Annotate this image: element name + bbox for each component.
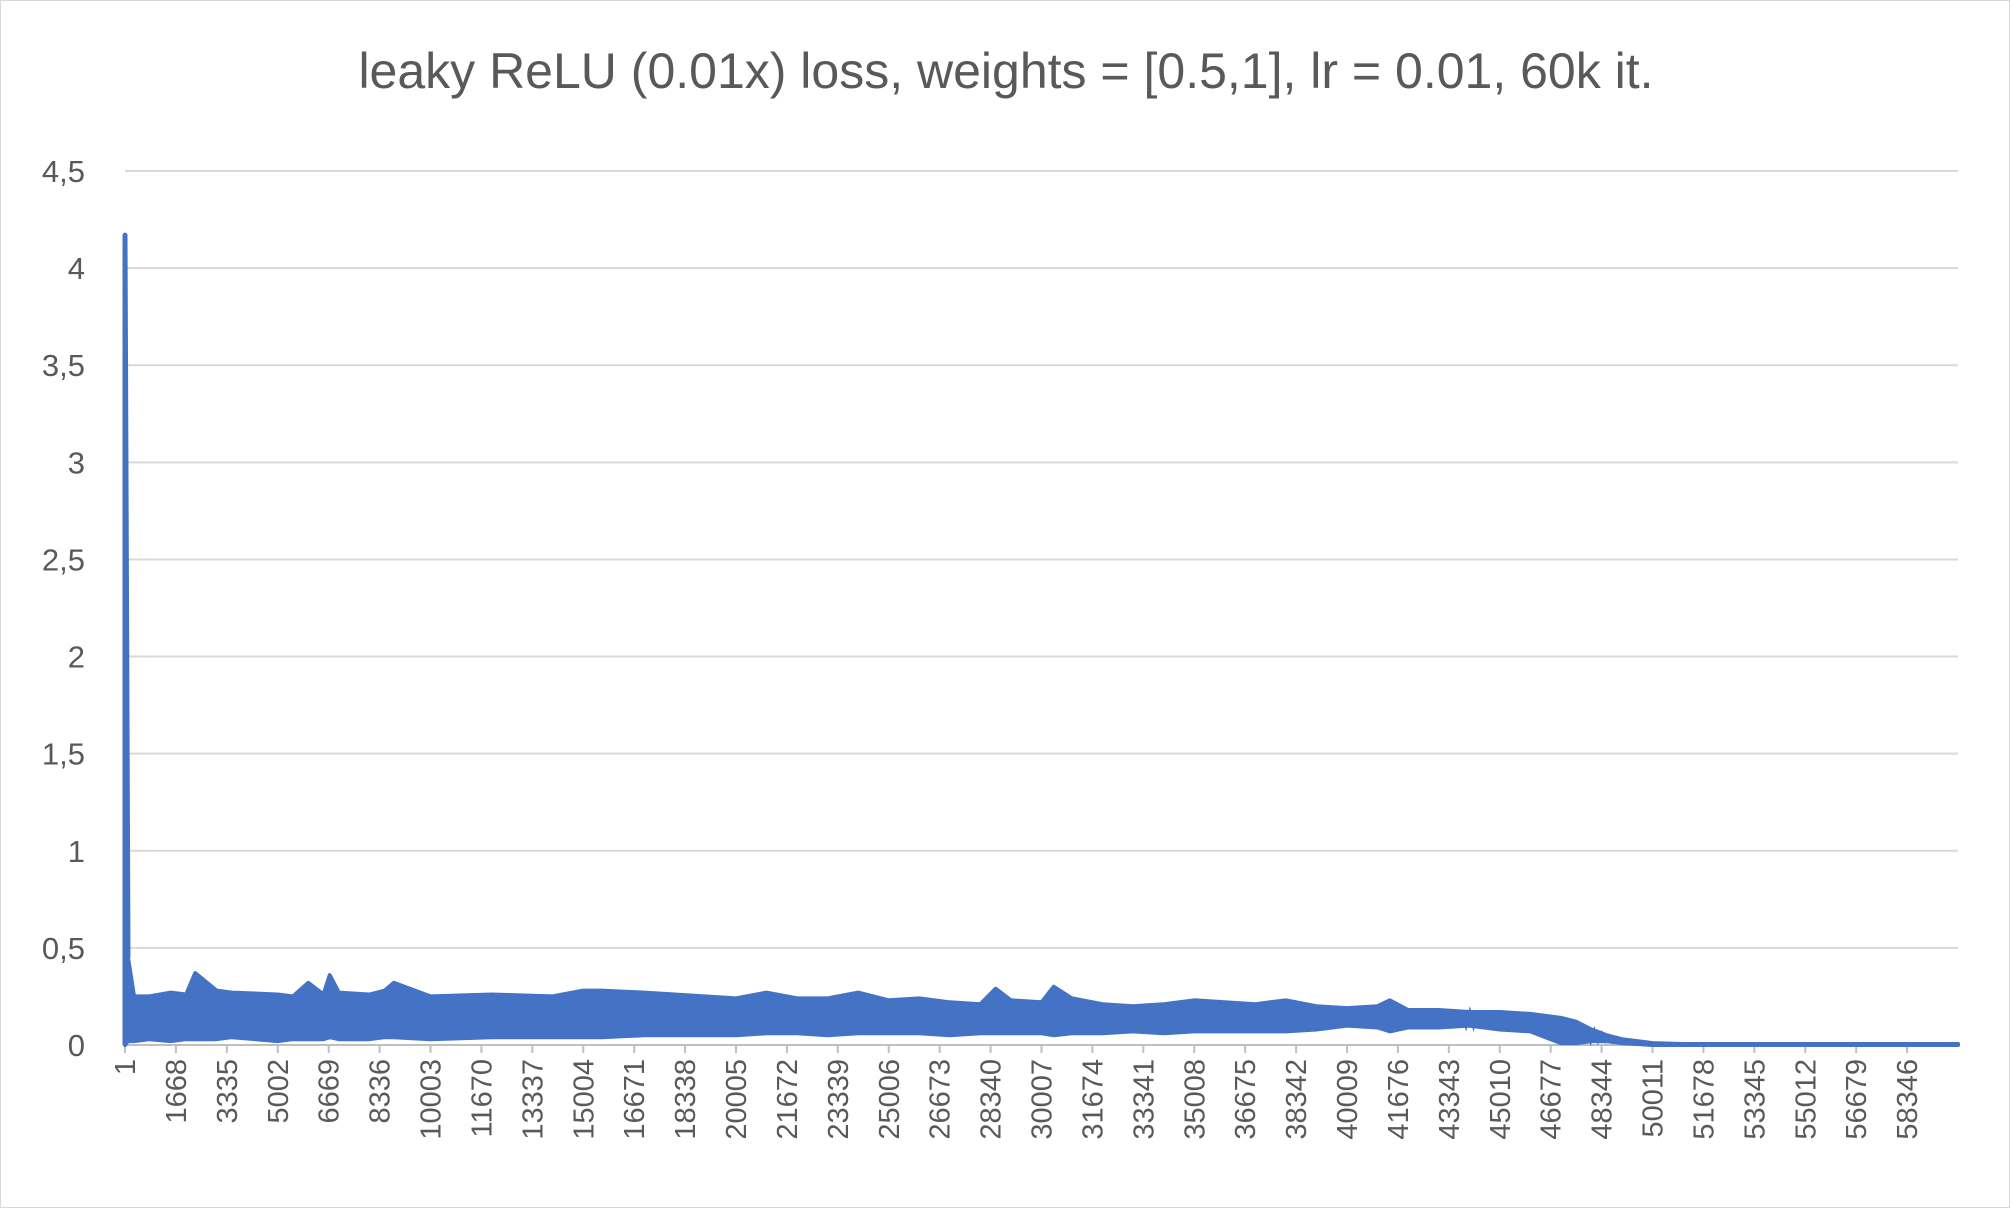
x-tick-label: 16671 [619, 1059, 651, 1140]
x-tick-label: 18338 [670, 1059, 702, 1140]
x-tick-label: 30007 [1027, 1059, 1059, 1140]
x-tick-label: 35008 [1179, 1059, 1211, 1140]
x-tick-label: 55012 [1790, 1059, 1822, 1140]
x-tick-label: 6669 [314, 1059, 346, 1124]
x-tick-label: 10003 [416, 1059, 448, 1140]
x-tick-label: 36675 [1230, 1059, 1262, 1140]
x-tick-label: 1668 [161, 1059, 193, 1124]
x-tick-label: 31674 [1077, 1059, 1109, 1140]
x-tick-label: 45010 [1485, 1059, 1517, 1140]
x-tick-label: 15004 [568, 1059, 600, 1140]
x-tick-label: 38342 [1281, 1059, 1313, 1140]
loss-line [126, 957, 1958, 1047]
x-tick-label: 28340 [976, 1059, 1008, 1140]
x-tick-label: 50011 [1638, 1059, 1670, 1138]
y-tick-label: 3 [68, 445, 85, 480]
x-tick-label: 5002 [263, 1059, 295, 1124]
x-tick-label: 58346 [1892, 1059, 1924, 1140]
x-tick-label: 25006 [874, 1059, 906, 1140]
x-tick-label: 46677 [1536, 1059, 1568, 1140]
y-tick-label: 1,5 [42, 737, 85, 772]
y-tick-label: 2 [68, 640, 85, 675]
y-tick-label: 0,5 [42, 931, 85, 966]
x-tick-label: 3335 [212, 1059, 244, 1124]
x-tick-label: 33341 [1128, 1059, 1160, 1140]
y-tick-label: 4,5 [42, 154, 85, 189]
y-tick-label: 2,5 [42, 542, 85, 577]
x-tick-label: 43343 [1434, 1059, 1466, 1140]
x-tick-label: 53345 [1739, 1059, 1771, 1140]
loss-spike [122, 232, 131, 1045]
x-tick-label: 8336 [365, 1059, 397, 1124]
x-tick-label: 56679 [1841, 1059, 1873, 1140]
x-tick-label: 21672 [772, 1059, 804, 1140]
x-tick-label: 20005 [721, 1059, 753, 1140]
x-tick-label: 11670 [466, 1059, 498, 1138]
x-tick-label: 48344 [1587, 1059, 1619, 1140]
x-tick-label: 23339 [823, 1059, 855, 1140]
y-tick-label: 0 [68, 1028, 85, 1063]
x-tick-label: 13337 [517, 1059, 549, 1140]
loss-band [123, 233, 1960, 1047]
y-tick-label: 3,5 [42, 348, 85, 383]
x-tick-label: 1 [110, 1059, 142, 1075]
x-tick-label: 26673 [925, 1059, 957, 1140]
x-tick-label: 41676 [1383, 1059, 1415, 1140]
y-tick-label: 1 [68, 834, 85, 869]
x-tick-label: 40009 [1332, 1059, 1364, 1140]
chart-title: leaky ReLU (0.01x) loss, weights = [0.5,… [358, 43, 1654, 99]
x-tick-label: 51678 [1688, 1059, 1720, 1140]
y-tick-label: 4 [68, 251, 85, 286]
